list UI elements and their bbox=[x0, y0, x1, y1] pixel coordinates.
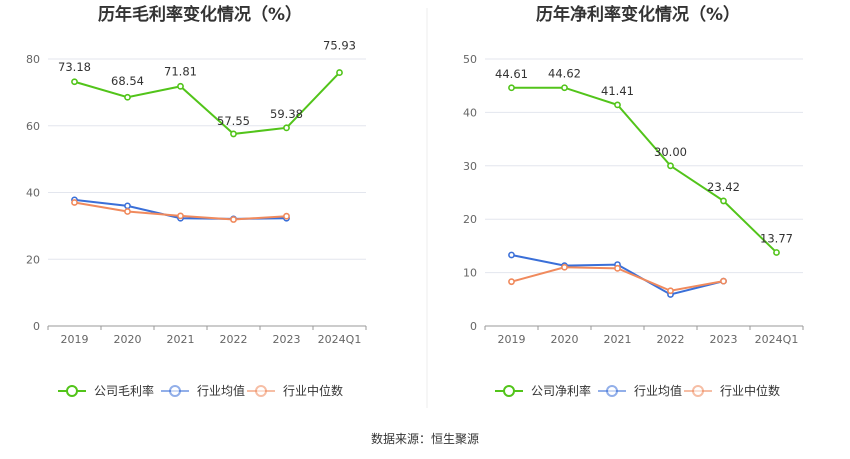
data-point bbox=[614, 101, 621, 109]
data-point bbox=[71, 78, 78, 86]
x-tick-label: 2023 bbox=[710, 333, 738, 346]
legend-swatch-marker bbox=[169, 385, 181, 397]
series-line bbox=[74, 71, 341, 135]
data-label: 30.00 bbox=[654, 145, 687, 159]
data-point bbox=[124, 93, 131, 101]
data-point bbox=[124, 202, 131, 210]
data-point bbox=[561, 263, 568, 271]
series-line bbox=[511, 253, 724, 296]
data-label: 57.55 bbox=[217, 114, 250, 128]
legend-item: 行业中位数 bbox=[247, 383, 343, 398]
data-label: 73.18 bbox=[58, 60, 91, 74]
y-tick-label: 60 bbox=[26, 120, 40, 133]
x-tick-label: 2019 bbox=[498, 333, 526, 346]
legend-label: 公司毛利率 bbox=[94, 383, 154, 398]
x-tick-label: 2021 bbox=[167, 333, 195, 346]
data-point bbox=[773, 249, 780, 256]
x-tick-label: 2023 bbox=[273, 333, 301, 346]
data-point bbox=[720, 277, 727, 285]
chart-title: 历年净利率变化情况（%） bbox=[536, 4, 740, 25]
legend-item: 行业均值 bbox=[598, 383, 682, 398]
data-point bbox=[71, 199, 78, 206]
x-tick-label: 2020 bbox=[114, 333, 142, 346]
y-tick-label: 0 bbox=[33, 320, 40, 333]
x-tick-label: 2022 bbox=[220, 333, 248, 346]
data-label: 23.42 bbox=[707, 180, 740, 194]
data-label: 44.62 bbox=[548, 67, 581, 81]
data-label: 75.93 bbox=[323, 39, 356, 53]
gross-margin-chart: 历年毛利率变化情况（%） 0 20 40 60 80 2019 2020 2021 2022 20… bbox=[26, 4, 367, 398]
y-tick-label: 50 bbox=[463, 53, 477, 66]
data-point bbox=[124, 208, 131, 215]
chart-title: 历年毛利率变化情况（%） bbox=[98, 4, 302, 25]
legend-item: 公司净利率 bbox=[495, 383, 591, 398]
data-point bbox=[283, 124, 290, 132]
data-point bbox=[177, 212, 184, 220]
legend-label: 公司净利率 bbox=[531, 383, 591, 398]
x-tick-label: 2024Q1 bbox=[318, 333, 362, 346]
legend-swatch-marker bbox=[606, 385, 618, 397]
data-label: 59.38 bbox=[270, 107, 303, 121]
legend-item: 公司毛利率 bbox=[58, 383, 154, 398]
data-point bbox=[614, 264, 621, 272]
y-tick-label: 0 bbox=[470, 320, 477, 333]
x-tick-label: 2022 bbox=[657, 333, 685, 346]
x-tick-label: 2020 bbox=[551, 333, 579, 346]
data-point bbox=[336, 69, 343, 76]
y-tick-label: 40 bbox=[26, 187, 40, 200]
legend-swatch-marker bbox=[255, 385, 267, 397]
legend-swatch-marker bbox=[503, 385, 515, 397]
x-tick-label: 2021 bbox=[604, 333, 632, 346]
y-tick-label: 80 bbox=[26, 53, 40, 66]
y-tick-label: 10 bbox=[463, 267, 477, 280]
legend-label: 行业中位数 bbox=[283, 383, 343, 398]
data-label: 13.77 bbox=[760, 231, 793, 245]
data-label: 71.81 bbox=[164, 64, 197, 78]
data-point bbox=[720, 197, 727, 205]
y-tick-label: 20 bbox=[26, 253, 40, 266]
y-tick-label: 40 bbox=[463, 106, 477, 119]
legend-item: 行业中位数 bbox=[684, 383, 780, 398]
data-point bbox=[177, 82, 184, 90]
net-margin-chart: 历年净利率变化情况（%） 0 10 20 30 40 50 2019 2020 2021 2022… bbox=[463, 4, 804, 398]
series-line bbox=[511, 86, 778, 254]
data-point bbox=[667, 162, 674, 170]
data-point bbox=[508, 84, 515, 92]
data-point bbox=[561, 84, 568, 92]
data-point bbox=[283, 212, 290, 220]
data-point bbox=[508, 278, 515, 286]
legend-label: 行业中位数 bbox=[720, 383, 780, 398]
legend-label: 行业均值 bbox=[197, 383, 245, 398]
data-label: 68.54 bbox=[111, 74, 144, 88]
y-tick-label: 20 bbox=[463, 213, 477, 226]
data-point bbox=[230, 130, 237, 138]
legend-swatch-marker bbox=[692, 385, 704, 397]
y-tick-label: 30 bbox=[463, 160, 477, 173]
x-tick-label: 2024Q1 bbox=[755, 333, 799, 346]
x-tick-label: 2019 bbox=[61, 333, 89, 346]
legend-swatch-marker bbox=[66, 385, 78, 397]
data-point bbox=[230, 216, 237, 223]
legend-item: 行业均值 bbox=[161, 383, 245, 398]
data-source: 数据来源：恒生聚源 bbox=[371, 431, 479, 446]
legend-label: 行业均值 bbox=[634, 383, 682, 398]
data-point bbox=[508, 251, 515, 259]
data-label: 44.61 bbox=[495, 67, 528, 81]
data-label: 41.41 bbox=[601, 84, 634, 98]
data-point bbox=[667, 287, 674, 295]
